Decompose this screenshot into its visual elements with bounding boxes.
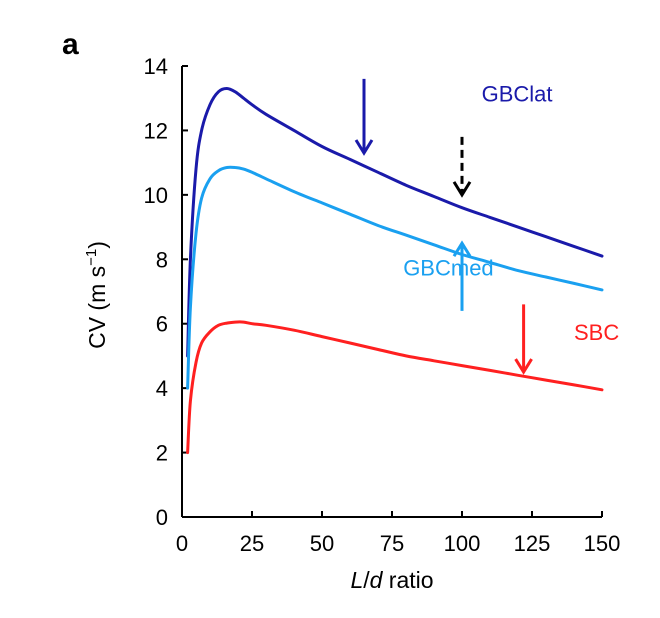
gbcmed-arrow [452,240,472,311]
y-ticks: 0 2 4 6 8 10 12 14 [144,54,188,530]
y-axis-label-part: ) [84,241,110,249]
y-tick-label: 6 [156,312,168,337]
y-axis-label: CV (m s−1) [83,241,110,349]
panel-label: a [62,28,79,61]
sbc-arrow [514,304,533,375]
x-tick-label: 25 [240,531,264,556]
annotation-arrows [354,78,533,375]
y-tick-label: 10 [144,183,168,208]
series-label-gbcmed: GBCmed [403,255,493,280]
reference-arrow [452,136,472,198]
gbclat-arrow [354,78,374,156]
x-tick-label: 75 [380,531,404,556]
x-tick-label: 150 [584,531,621,556]
x-axis-label-part: d [370,567,384,593]
x-ticks: 0 25 50 75 100 125 150 [176,511,620,556]
y-tick-label: 14 [144,54,168,79]
series-label-gbclat: GBClat [482,81,553,106]
series-line-gbclat [186,87,604,358]
series-line-sbc [186,320,604,455]
y-axis-label-part: −1 [83,249,100,266]
series-labels: GBClat GBCmed SBC [403,81,619,344]
y-tick-label: 4 [156,376,168,401]
y-tick-label: 12 [144,118,168,143]
series-label-sbc: SBC [574,320,619,345]
y-axis-label-part: CV (m s [84,266,110,349]
series-line-gbcmed [186,165,604,390]
y-tick-label: 8 [156,247,168,272]
y-tick-label: 2 [156,441,168,466]
x-tick-label: 100 [444,531,481,556]
y-tick-label: 0 [156,505,168,530]
x-tick-label: 0 [176,531,188,556]
axes [181,66,602,518]
series-lines [186,87,604,455]
x-tick-label: 50 [310,531,334,556]
x-axis-label-part: ratio [382,567,433,593]
x-tick-label: 125 [514,531,551,556]
x-axis-label-part: / [363,567,370,593]
x-axis-label: L/d ratio [350,567,433,593]
x-axis-label-part: L [350,567,363,593]
